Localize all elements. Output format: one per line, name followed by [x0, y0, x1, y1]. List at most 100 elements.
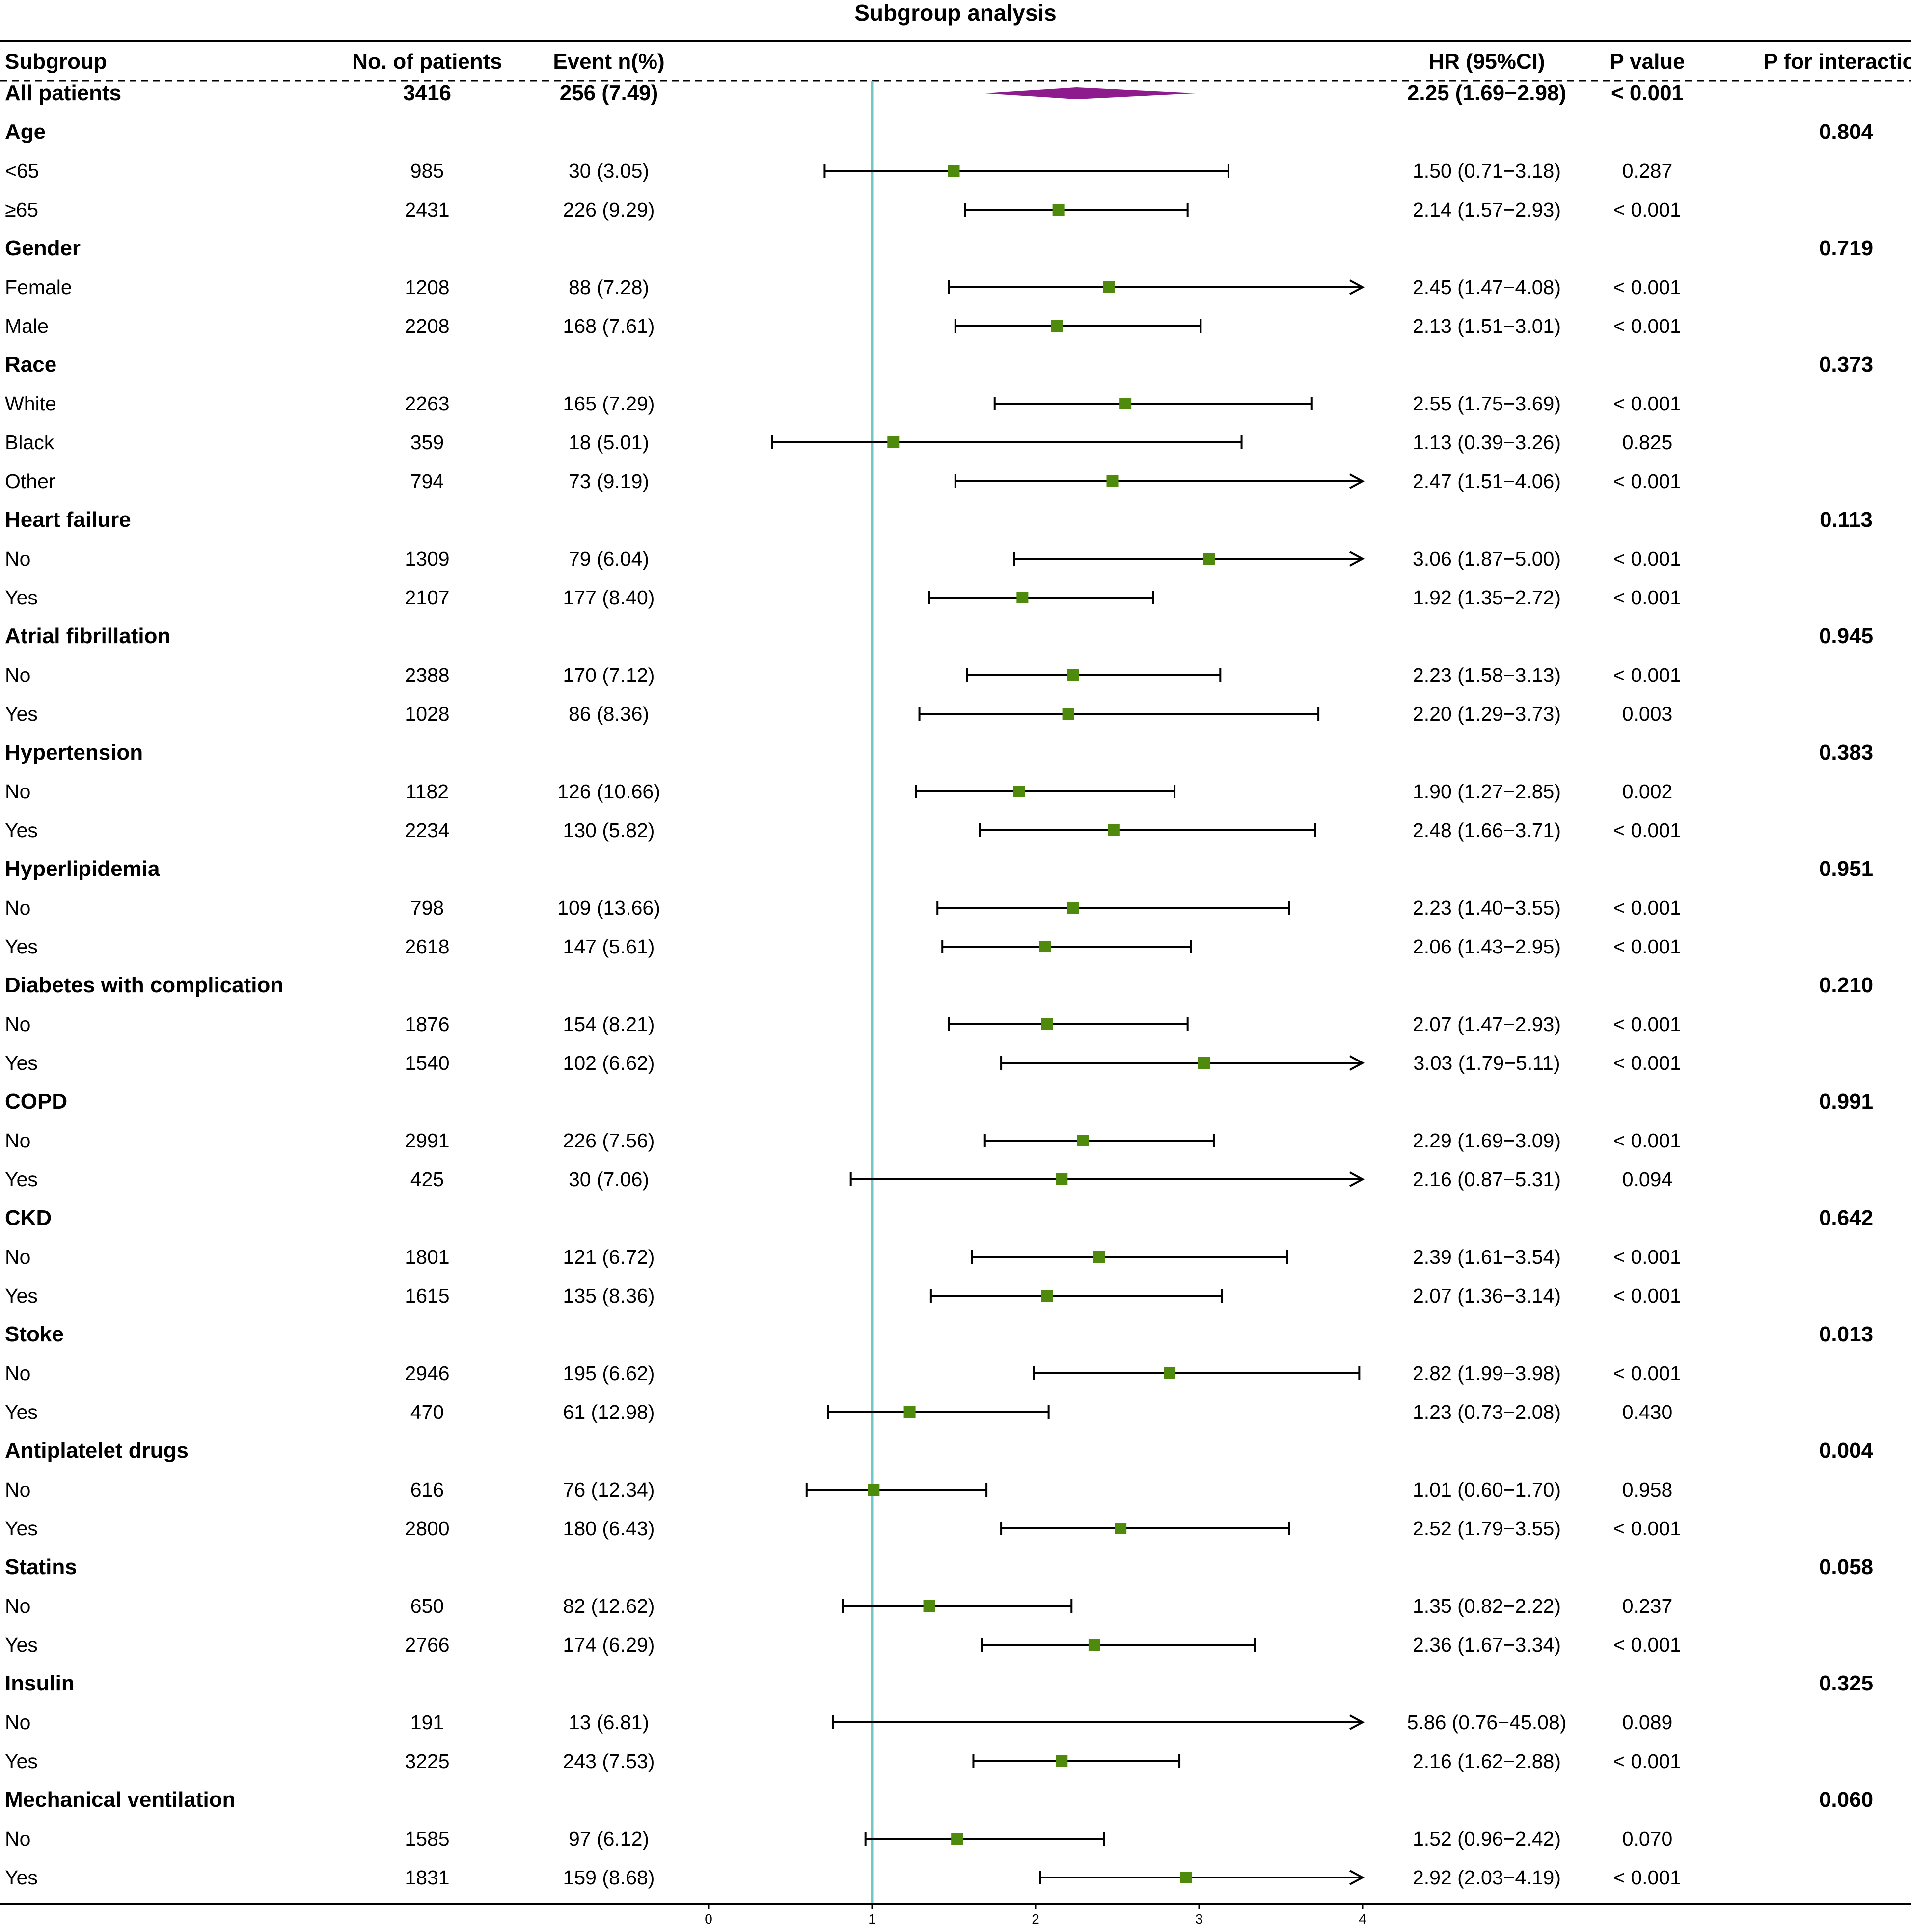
events-value: 180 (6.43) — [563, 1517, 655, 1540]
hr-point-marker — [1093, 1251, 1105, 1263]
hr-ci-value: 1.52 (0.96−2.42) — [1413, 1827, 1561, 1850]
subgroup-label: Black — [5, 431, 55, 454]
p-value: < 0.001 — [1613, 315, 1681, 337]
x-tick-label: 3 — [1195, 1911, 1203, 1927]
hr-point-marker — [923, 1600, 935, 1612]
col-header-hr: HR (95%CI) — [1428, 50, 1545, 74]
patients-value: 1208 — [405, 276, 449, 299]
p-interaction-value: 0.004 — [1819, 1439, 1874, 1463]
group-label: COPD — [5, 1089, 67, 1114]
events-value: 174 (6.29) — [563, 1633, 655, 1656]
col-header-events: Event n(%) — [553, 50, 664, 74]
subgroup-label: No — [5, 664, 30, 686]
hr-point-marker — [1198, 1057, 1210, 1069]
events-value: 130 (5.82) — [563, 819, 655, 842]
hr-ci-value: 5.86 (0.76−45.08) — [1407, 1711, 1567, 1734]
hr-point-marker — [1202, 553, 1215, 565]
hr-point-marker — [1062, 708, 1074, 720]
subgroup-label: Other — [5, 470, 55, 492]
patients-value: 470 — [410, 1401, 444, 1423]
x-tick-label: 0 — [705, 1911, 712, 1927]
x-tick-label: 4 — [1359, 1911, 1366, 1927]
patients-value: 2618 — [405, 935, 449, 958]
hr-point-marker — [903, 1406, 916, 1418]
ci-arrow — [1349, 1055, 1365, 1071]
patients-value: 2208 — [405, 315, 449, 337]
p-interaction-value: 0.951 — [1819, 857, 1873, 881]
subgroup-label: ≥65 — [5, 198, 38, 221]
hr-point-marker — [1115, 1523, 1127, 1534]
col-header-pvalue: P value — [1610, 50, 1685, 74]
p-value: < 0.001 — [1613, 1013, 1681, 1035]
table-rows: All patients 3416 256 (7.49) 2.25 (1.69−2.9… — [5, 81, 1874, 1889]
hr-point-marker — [887, 436, 900, 448]
subgroup-label: Yes — [5, 1284, 38, 1307]
hr-ci-value: 1.92 (1.35−2.72) — [1413, 586, 1561, 609]
ci-arrow — [1349, 551, 1365, 567]
hr-ci-value: 2.14 (1.57−2.93) — [1413, 198, 1561, 221]
p-interaction-value: 0.113 — [1820, 508, 1873, 532]
patients-value: 1309 — [405, 547, 449, 570]
hr-ci-value: 1.23 (0.73−2.08) — [1413, 1401, 1561, 1423]
events-value: 73 (9.19) — [569, 470, 649, 492]
p-value: 0.002 — [1622, 780, 1673, 803]
hr-ci-value: 2.52 (1.79−3.55) — [1413, 1517, 1561, 1540]
p-interaction-value: 0.373 — [1819, 353, 1873, 377]
subgroup-label: Yes — [5, 935, 38, 958]
hr-point-marker — [1051, 320, 1063, 332]
hr-point-marker — [1016, 592, 1029, 603]
ci-arrow — [1349, 1870, 1365, 1885]
subgroup-label: No — [5, 1595, 30, 1617]
ci-arrow — [1349, 279, 1365, 295]
events-value: 82 (12.62) — [563, 1595, 655, 1617]
patients-value: 2991 — [405, 1129, 449, 1152]
group-label: Insulin — [5, 1671, 75, 1695]
subgroup-label: Male — [5, 315, 49, 337]
hr-point-marker — [1067, 902, 1079, 914]
hr-ci-value: 2.29 (1.69−3.09) — [1413, 1129, 1561, 1152]
hr-ci-value: 2.39 (1.61−3.54) — [1413, 1246, 1561, 1268]
hr-ci-value: 2.07 (1.47−2.93) — [1413, 1013, 1561, 1035]
hr-point-marker — [1056, 1173, 1068, 1185]
p-value: < 0.001 — [1613, 547, 1681, 570]
hr-point-marker — [1039, 941, 1051, 952]
hr-point-marker — [1108, 824, 1120, 836]
hr-ci-value: 2.23 (1.58−3.13) — [1413, 664, 1561, 686]
subgroup-label: No — [5, 780, 30, 803]
subgroup-label: No — [5, 1129, 30, 1152]
events-value: 102 (6.62) — [563, 1052, 655, 1074]
ci-arrow — [1349, 1714, 1365, 1730]
events-value: 159 (8.68) — [563, 1866, 655, 1889]
hr-ci-value: 2.13 (1.51−3.01) — [1413, 315, 1561, 337]
patients-value: 1615 — [405, 1284, 449, 1307]
patients-value: 2800 — [405, 1517, 449, 1540]
hr-ci-value: 2.36 (1.67−3.34) — [1413, 1633, 1561, 1656]
hr-point-marker — [1013, 786, 1025, 797]
p-interaction-value: 0.642 — [1819, 1206, 1873, 1230]
patients-value: 2766 — [405, 1633, 449, 1656]
hr-ci-value: 2.23 (1.40−3.55) — [1413, 897, 1561, 919]
p-value: < 0.001 — [1613, 819, 1681, 842]
hr-ci-value: 2.48 (1.66−3.71) — [1413, 819, 1561, 842]
p-value: < 0.001 — [1613, 1517, 1681, 1540]
p-value: < 0.001 — [1613, 1052, 1681, 1074]
subgroup-label: No — [5, 1711, 30, 1734]
p-value: 0.089 — [1622, 1711, 1673, 1734]
patients-value: 1831 — [405, 1866, 449, 1889]
hr-point-marker — [1056, 1755, 1068, 1767]
subgroup-label: Yes — [5, 1633, 38, 1656]
hr-ci-value: 2.47 (1.51−4.06) — [1413, 470, 1561, 492]
p-interaction-value: 0.945 — [1819, 624, 1873, 648]
p-interaction-value: 0.325 — [1819, 1671, 1873, 1695]
subgroup-label: No — [5, 1013, 30, 1035]
events-value: 195 (6.62) — [563, 1362, 655, 1385]
events-value: 226 (9.29) — [563, 198, 655, 221]
hr-ci-value: 2.92 (2.03−4.19) — [1413, 1866, 1561, 1889]
hr-point-marker — [1077, 1135, 1089, 1146]
events-value: 243 (7.53) — [563, 1750, 655, 1772]
patients-value: 191 — [410, 1711, 444, 1734]
events-value: 170 (7.12) — [563, 664, 655, 686]
hr-ci-value: 3.03 (1.79−5.11) — [1414, 1052, 1560, 1074]
p-interaction-value: 0.060 — [1819, 1788, 1873, 1812]
subgroup-label: No — [5, 897, 30, 919]
